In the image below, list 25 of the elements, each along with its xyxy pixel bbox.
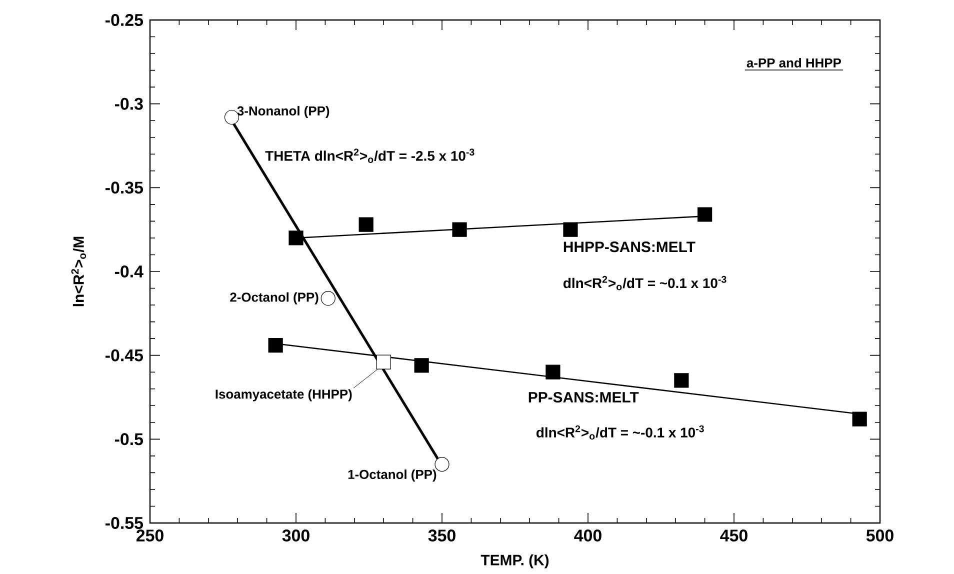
x-tick-label: 500 — [866, 530, 894, 542]
y-tick-label: -0.55 — [106, 517, 144, 529]
annotation: 3-Nonanol (PP) — [237, 106, 330, 118]
annotation: 1-Octanol (PP) — [348, 470, 436, 482]
x-tick-label: 250 — [136, 530, 164, 542]
annotation: THETA dln<R$^{2}$>$_{o}$/dT = -2.5 x 10$^{-3}$ — [265, 148, 474, 163]
x-axis-title: TEMP. (K) — [480, 554, 549, 568]
x-tick-label: 300 — [282, 530, 310, 542]
y-tick-label: -0.35 — [106, 182, 144, 194]
x-tick-label: 400 — [574, 530, 602, 542]
y-axis-title: ln<R$^{2}$>$_{o}$/M — [71, 236, 86, 306]
annotation: dln<R$^{2}$>$_{o}$/dT = ~-0.1 x 10$^{-3}$ — [536, 425, 704, 440]
annotation: 2-Octanol (PP) — [230, 292, 318, 304]
text: a-PP and HHPP — [746, 58, 841, 68]
annotation: PP-SANS:MELT — [528, 392, 639, 403]
x-tick-label: 450 — [720, 530, 748, 542]
y-tick-label: -0.25 — [106, 14, 144, 26]
annotation: Isoamyacetate (HHPP) — [216, 389, 352, 402]
annotation: dln<R$^{2}$>$_{o}$/dT = ~0.1 x 10$^{-3}$ — [564, 276, 726, 290]
y-tick-label: -0.4 — [114, 266, 144, 278]
y-tick-label: -0.3 — [114, 98, 143, 110]
annotation: HHPP-SANS:MELT — [564, 242, 696, 252]
y-tick-label: -0.5 — [114, 433, 144, 446]
x-tick-label: 350 — [428, 530, 456, 542]
y-tick-label: -0.45 — [106, 349, 144, 362]
